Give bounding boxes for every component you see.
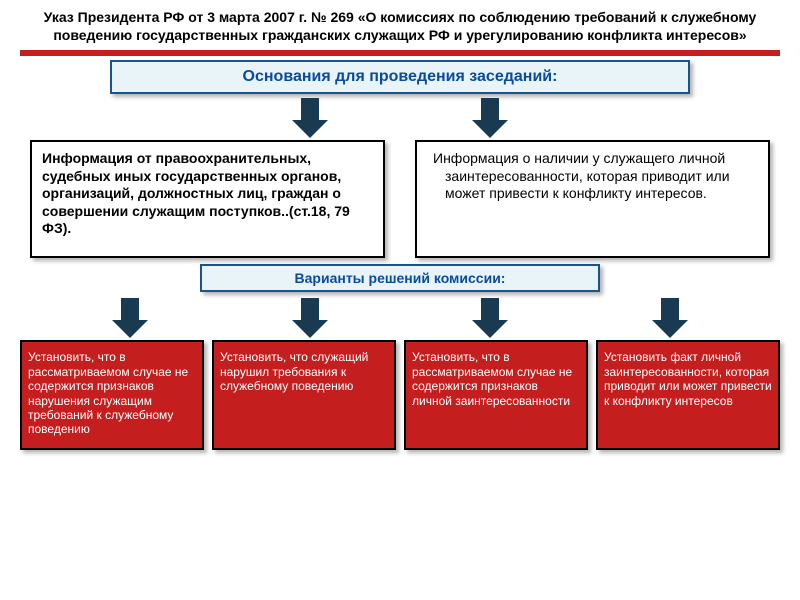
decision-box-2: Установить, что служащий нарушил требова… xyxy=(212,340,396,450)
document-title: Указ Президента РФ от 3 марта 2007 г. № … xyxy=(0,0,800,50)
arrow-row-bottom xyxy=(40,298,760,338)
decision-box-1: Установить, что в рассматриваемом случае… xyxy=(20,340,204,450)
info-row: Информация от правоохранительных, судебн… xyxy=(30,140,770,258)
decisions-row: Установить, что в рассматриваемом случае… xyxy=(20,340,780,450)
decision-box-4: Установить факт личной заинтересованност… xyxy=(596,340,780,450)
divider-red xyxy=(20,50,780,56)
info-left-box: Информация от правоохранительных, судебн… xyxy=(30,140,385,258)
decisions-header: Варианты решений комиссии: xyxy=(200,264,600,292)
info-right-text: Информация о наличии у служащего личной … xyxy=(427,150,758,203)
grounds-header: Основания для проведения заседаний: xyxy=(110,60,690,94)
info-right-box: Информация о наличии у служащего личной … xyxy=(415,140,770,258)
decision-box-3: Установить, что в рассматриваемом случае… xyxy=(404,340,588,450)
